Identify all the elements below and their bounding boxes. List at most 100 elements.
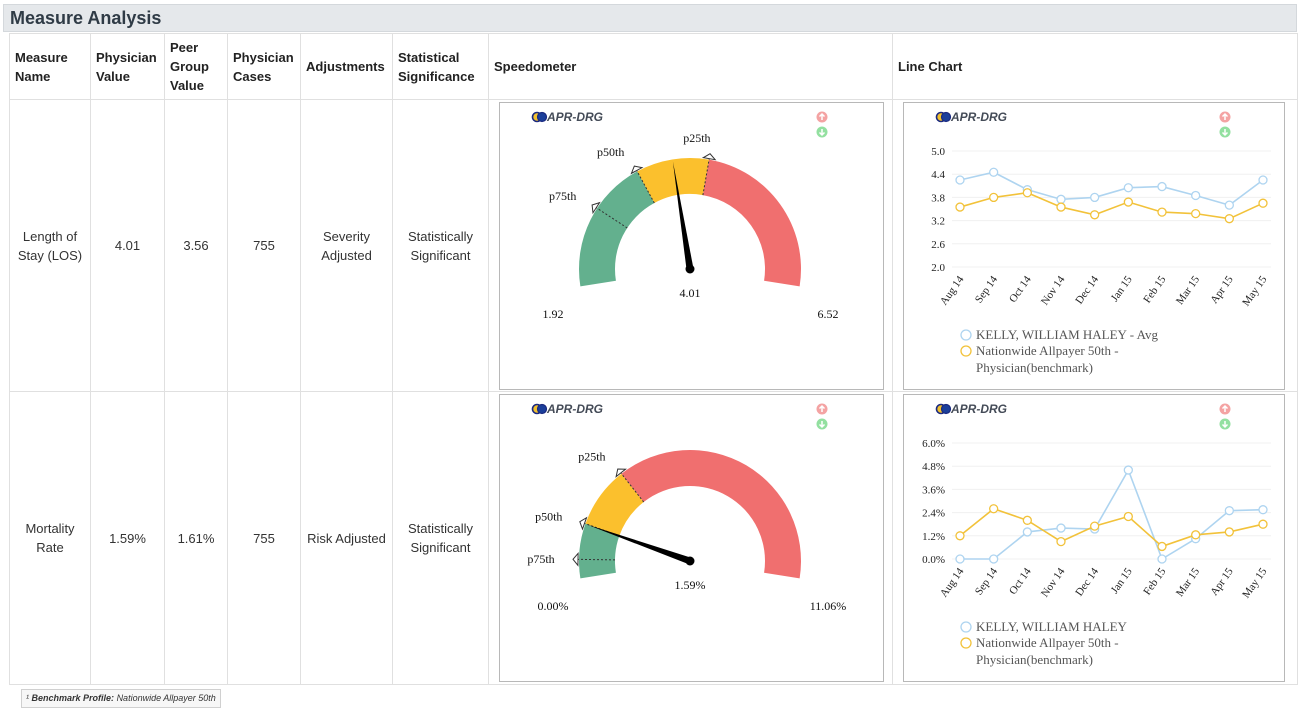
- apr-drg-badge: APR-DRG: [935, 110, 1007, 124]
- data-point[interactable]: [955, 202, 965, 212]
- gauge-needle: [672, 161, 694, 270]
- data-point[interactable]: [1224, 506, 1234, 516]
- data-point[interactable]: [1022, 188, 1032, 198]
- speedometer-panel: APR-DRG p75th p50th p25th 4.01 1.92 6.52: [499, 102, 884, 390]
- data-point[interactable]: [1191, 530, 1201, 540]
- data-point[interactable]: [1191, 190, 1201, 201]
- data-point[interactable]: [1157, 554, 1167, 564]
- data-point[interactable]: [989, 504, 999, 514]
- y-tick-label: 5.0: [931, 146, 945, 158]
- arrow-up-icon[interactable]: [816, 111, 828, 123]
- gauge-marker-triangle: [572, 551, 579, 567]
- legend-label[interactable]: KELLY, WILLIAM HALEY - Avg: [976, 327, 1158, 342]
- legend-label[interactable]: Nationwide Allpayer 50th - Physician(benc…: [976, 635, 1119, 667]
- data-point[interactable]: [1258, 198, 1268, 208]
- cell-line-chart: APR-DRG 5.0 4.4 3.8 3.2 2.6 2.0 Aug 14 Sep 14 Oct…: [892, 99, 1298, 392]
- arrow-up-glyph: [818, 112, 826, 120]
- data-point[interactable]: [989, 554, 999, 564]
- data-point[interactable]: [1056, 536, 1066, 547]
- speedometer-panel: APR-DRG p75th p50th p25th 1.59% 0.00% 11.06%: [499, 394, 884, 682]
- cell-statistical-significance: Statistically Significant: [392, 99, 489, 392]
- cell-line-chart: APR-DRG 6.0% 4.8% 3.6% 2.4% 1.2% 0.0% Aug 14 Sep…: [892, 391, 1298, 685]
- data-point[interactable]: [955, 554, 965, 564]
- data-point[interactable]: [1123, 465, 1133, 475]
- arrow-down-icon[interactable]: [1219, 126, 1231, 138]
- arrow-up-icon[interactable]: [816, 403, 828, 415]
- arrow-down-glyph: [818, 129, 826, 137]
- y-tick-label: 0.0%: [922, 554, 945, 566]
- data-point[interactable]: [989, 167, 999, 177]
- legend-label[interactable]: KELLY, WILLIAM HALEY: [976, 619, 1128, 634]
- data-point[interactable]: [955, 531, 965, 541]
- y-tick-label: 6.0%: [922, 438, 945, 450]
- data-point[interactable]: [1090, 192, 1100, 203]
- col-header-peer-group-value[interactable]: Peer Group Value: [164, 33, 228, 100]
- data-point[interactable]: [1123, 511, 1133, 522]
- legend-marker[interactable]: [960, 329, 972, 341]
- cell-measure-name: Mortality Rate: [9, 391, 91, 685]
- col-header-physician-cases[interactable]: Physician Cases: [227, 33, 301, 100]
- x-tick-label: May 15: [1240, 565, 1270, 600]
- arrow-down-icon[interactable]: [816, 418, 828, 430]
- col-header-adjustments[interactable]: Adjustments: [300, 33, 393, 100]
- data-point[interactable]: [1224, 200, 1234, 210]
- cell-physician-cases: 755: [227, 391, 301, 685]
- x-tick-label: Sep 14: [973, 565, 1000, 597]
- table-header-row: Measure Name Physician Value Peer Group …: [9, 33, 1298, 100]
- legend-label[interactable]: Nationwide Allpayer 50th - Physician(benc…: [976, 343, 1119, 375]
- data-point[interactable]: [1022, 527, 1032, 537]
- data-point[interactable]: [1224, 214, 1234, 224]
- cell-speedometer: APR-DRG p75th p50th p25th 4.01 1.92 6.52: [488, 99, 893, 392]
- data-point[interactable]: [989, 192, 999, 203]
- data-point[interactable]: [1056, 194, 1066, 204]
- data-point[interactable]: [1123, 183, 1133, 193]
- col-header-measure-name[interactable]: Measure Name: [9, 33, 91, 100]
- badge-label: APR-DRG: [546, 110, 603, 124]
- gauge-needle-hub: [685, 556, 695, 566]
- data-point[interactable]: [1258, 519, 1268, 529]
- arrow-up-glyph: [1221, 112, 1229, 120]
- data-point[interactable]: [1258, 505, 1268, 515]
- cell-adjustments: Risk Adjusted: [300, 391, 393, 685]
- y-tick-label: 4.8%: [922, 461, 945, 473]
- data-point[interactable]: [955, 175, 965, 185]
- data-point[interactable]: [1191, 208, 1201, 219]
- data-point[interactable]: [1022, 515, 1032, 525]
- gauge-marker-label: p50th: [597, 145, 624, 159]
- series-line: [959, 191, 1264, 220]
- badge-ring-icon: [536, 403, 548, 415]
- gauge-marker-label: p75th: [527, 552, 554, 566]
- gauge-value-label: 4.01: [680, 286, 701, 300]
- badge-label: APR-DRG: [950, 110, 1007, 124]
- data-point[interactable]: [1123, 197, 1133, 207]
- cell-speedometer: APR-DRG p75th p50th p25th 1.59% 0.00% 11.06%: [488, 391, 893, 685]
- arrow-down-icon[interactable]: [816, 126, 828, 138]
- data-point[interactable]: [1056, 202, 1066, 212]
- cell-adjustments: Severity Adjusted: [300, 99, 393, 392]
- y-tick-label: 3.2: [931, 216, 945, 228]
- data-point[interactable]: [1090, 210, 1100, 220]
- arrow-up-icon[interactable]: [1219, 403, 1231, 415]
- data-point[interactable]: [1056, 523, 1066, 533]
- data-point[interactable]: [1090, 521, 1100, 531]
- data-point[interactable]: [1157, 181, 1167, 192]
- gauge-band-green: [579, 171, 655, 287]
- legend-marker[interactable]: [960, 637, 972, 649]
- data-point[interactable]: [1157, 207, 1167, 217]
- arrow-up-icon[interactable]: [1219, 111, 1231, 123]
- arrow-up-glyph: [818, 404, 826, 412]
- data-point[interactable]: [1258, 175, 1268, 185]
- legend-marker[interactable]: [960, 621, 972, 633]
- col-header-physician-value[interactable]: Physician Value: [90, 33, 165, 100]
- apr-drg-badge: APR-DRG: [531, 110, 603, 124]
- col-header-speedometer: Speedometer: [488, 33, 893, 100]
- gauge-min-label: 0.00%: [538, 599, 569, 613]
- x-tick-label: Oct 14: [1007, 565, 1034, 597]
- data-point[interactable]: [1157, 541, 1167, 552]
- badge-label: APR-DRG: [950, 402, 1007, 416]
- arrow-down-icon[interactable]: [1219, 418, 1231, 430]
- data-point[interactable]: [1224, 527, 1234, 537]
- col-header-statistical-significance[interactable]: Statistical Significance: [392, 33, 489, 100]
- legend-marker[interactable]: [960, 345, 972, 357]
- x-tick-label: Oct 14: [1007, 273, 1034, 305]
